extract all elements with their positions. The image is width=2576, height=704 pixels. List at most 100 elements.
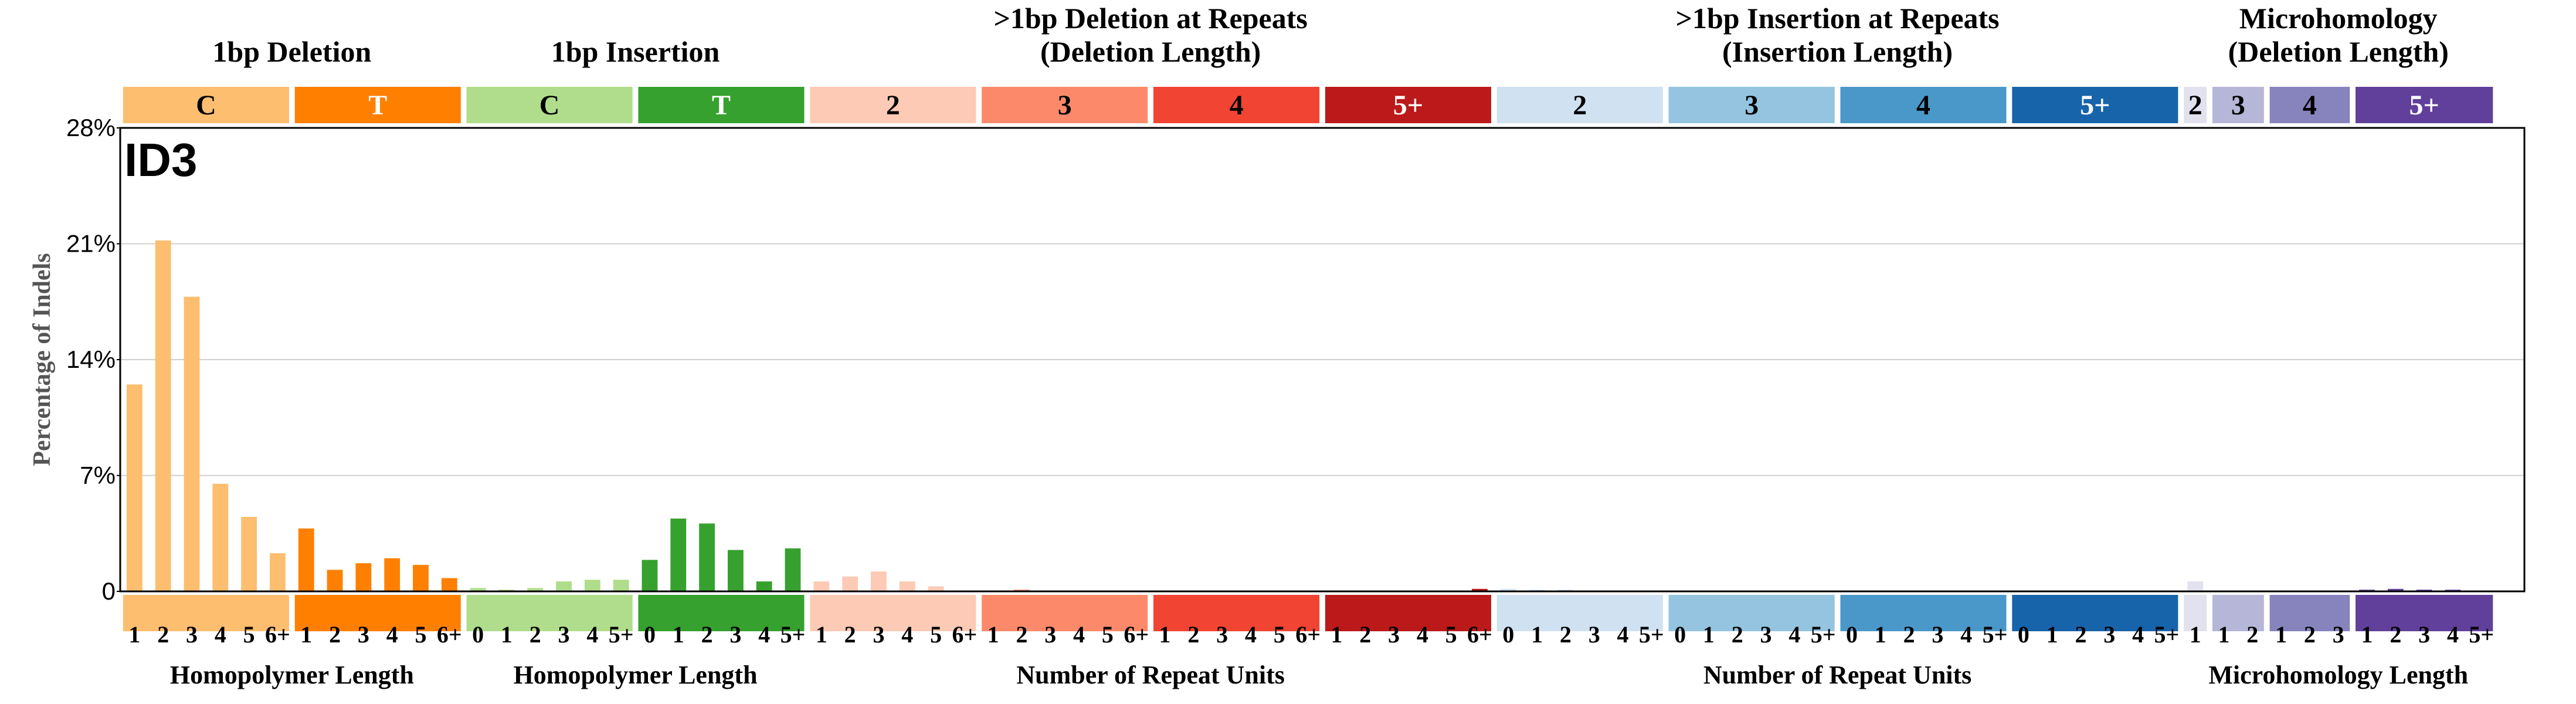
category-box-top bbox=[466, 87, 633, 123]
category-box-top bbox=[1325, 87, 1491, 123]
x-tick-label: 5+ bbox=[2154, 621, 2179, 648]
x-tick-label: 2 bbox=[2246, 621, 2258, 648]
x-tick-label: 3 bbox=[2333, 621, 2344, 648]
category-box-top bbox=[2212, 87, 2264, 123]
x-tick-label: 0 bbox=[2018, 621, 2029, 648]
category-box-top bbox=[294, 87, 461, 123]
x-tick-label: 1 bbox=[501, 621, 513, 648]
bar bbox=[2187, 581, 2204, 591]
category-box-top bbox=[123, 87, 289, 123]
bar bbox=[670, 518, 687, 591]
x-tick-label: 0 bbox=[1846, 621, 1858, 648]
category-box-bottom bbox=[1668, 595, 1835, 631]
x-tick-label: 3 bbox=[1760, 621, 1772, 648]
x-tick-label: 2 bbox=[1359, 621, 1371, 648]
bar bbox=[212, 483, 229, 591]
y-tick-label: 0 bbox=[102, 577, 116, 605]
y-axis-label: Percentage of Indels bbox=[29, 253, 56, 466]
x-tick-label: 1 bbox=[1331, 621, 1342, 648]
category-box-label: 2 bbox=[886, 90, 900, 121]
bar bbox=[871, 571, 887, 591]
x-tick-label: 1 bbox=[987, 621, 999, 648]
category-box-bottom bbox=[2184, 595, 2207, 631]
category-box-label: 5+ bbox=[1393, 90, 1423, 121]
x-tick-label: 2 bbox=[530, 621, 541, 648]
category-box-bottom bbox=[982, 595, 1148, 631]
group-header: (Deletion Length) bbox=[1040, 35, 1261, 68]
category-box-bottom bbox=[294, 595, 461, 631]
category-box-top bbox=[2012, 87, 2178, 123]
y-tick-label: 14% bbox=[66, 346, 116, 373]
x-tick-label: 5+ bbox=[780, 621, 806, 648]
group-header: 1bp Deletion bbox=[212, 35, 371, 68]
category-box-label: C bbox=[539, 90, 560, 121]
x-tick-label: 3 bbox=[873, 621, 884, 648]
x-tick-label: 5 bbox=[243, 621, 255, 648]
group-header: (Insertion Length) bbox=[1722, 35, 1953, 68]
x-tick-label: 5 bbox=[1102, 621, 1114, 648]
category-box-bottom bbox=[810, 595, 976, 631]
grid-lines bbox=[120, 243, 2524, 476]
bar bbox=[813, 581, 830, 591]
bar bbox=[727, 550, 744, 591]
x-tick-label: 3 bbox=[2103, 621, 2115, 648]
x-tick-label: 4 bbox=[758, 621, 770, 648]
x-tick-label: 2 bbox=[1903, 621, 1915, 648]
x-tick-label: 6+ bbox=[1467, 621, 1492, 648]
x-tick-label: 5+ bbox=[609, 621, 634, 648]
x-tick-label: 5 bbox=[930, 621, 942, 648]
bar bbox=[413, 564, 429, 591]
x-tick-label: 1 bbox=[1159, 621, 1171, 648]
x-tick-label: 3 bbox=[358, 621, 369, 648]
category-box-bottom bbox=[123, 595, 289, 631]
x-tick-label: 3 bbox=[1589, 621, 1600, 648]
category-box-label: 3 bbox=[1058, 90, 1072, 121]
category-box-bottom bbox=[2212, 595, 2264, 631]
x-tick-label: 5 bbox=[1274, 621, 1285, 648]
bar bbox=[126, 384, 142, 591]
category-box-top bbox=[810, 87, 976, 123]
category-box-label: 5+ bbox=[2080, 90, 2110, 121]
category-box-label: 4 bbox=[1916, 90, 1930, 121]
y-tick-label: 7% bbox=[80, 462, 116, 489]
bar bbox=[527, 588, 544, 591]
bar bbox=[384, 558, 401, 591]
bar bbox=[642, 560, 658, 591]
x-tick-label: 6+ bbox=[437, 621, 462, 648]
category-box-top bbox=[638, 87, 805, 123]
x-tick-label: 3 bbox=[729, 621, 741, 648]
x-tick-label: 0 bbox=[1674, 621, 1686, 648]
x-tick-label: 4 bbox=[1245, 621, 1257, 648]
bar bbox=[270, 553, 286, 591]
x-tick-label: 5+ bbox=[1639, 621, 1664, 648]
x-tick-label: 1 bbox=[816, 621, 827, 648]
x-tick-label: 6+ bbox=[1295, 621, 1321, 648]
category-box-label: C bbox=[196, 90, 216, 121]
bar bbox=[899, 581, 915, 591]
bar bbox=[327, 570, 343, 591]
x-tick-label: 2 bbox=[2304, 621, 2316, 648]
x-tick-label: 6+ bbox=[265, 621, 290, 648]
x-tick-label: 5+ bbox=[1983, 621, 2008, 648]
x-tick-label: 4 bbox=[2447, 621, 2459, 648]
bar bbox=[584, 580, 600, 591]
x-tick-label: 2 bbox=[1016, 621, 1028, 648]
group-header: >1bp Insertion at Repeats bbox=[1676, 2, 2000, 35]
category-box-bottom bbox=[1153, 595, 1320, 631]
x-tick-label: 1 bbox=[2046, 621, 2058, 648]
x-tick-label: 4 bbox=[901, 621, 913, 648]
category-box-top bbox=[2269, 87, 2350, 123]
x-tick-label: 5 bbox=[1445, 621, 1457, 648]
category-box-label: T bbox=[368, 90, 387, 121]
category-box-label: 2 bbox=[1573, 90, 1587, 121]
category-box-bottom bbox=[1325, 595, 1491, 631]
bar bbox=[470, 588, 486, 591]
x-tick-label: 4 bbox=[1788, 621, 1800, 648]
category-box-top bbox=[982, 87, 1148, 123]
x-tick-label: 6+ bbox=[952, 621, 977, 648]
x-tick-label: 2 bbox=[2390, 621, 2401, 648]
x-tick-label: 1 bbox=[1875, 621, 1886, 648]
category-box-label: 4 bbox=[1230, 90, 1244, 121]
category-box-label: 2 bbox=[2188, 90, 2202, 121]
